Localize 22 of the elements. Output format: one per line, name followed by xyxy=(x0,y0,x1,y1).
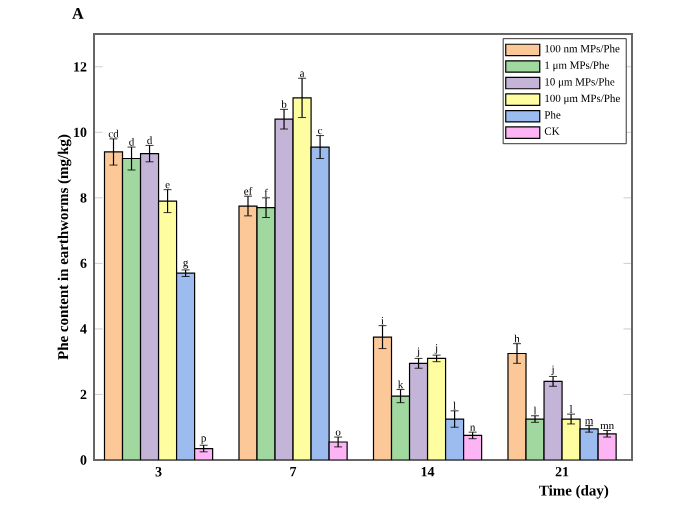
bar xyxy=(158,201,177,460)
bar xyxy=(104,151,123,460)
bar xyxy=(274,118,294,460)
bar xyxy=(426,357,447,460)
bar xyxy=(543,380,563,460)
bar xyxy=(310,146,330,460)
bar xyxy=(372,336,393,460)
bar xyxy=(463,435,482,460)
bar xyxy=(292,97,312,460)
bar xyxy=(390,395,411,460)
bar xyxy=(408,362,429,460)
bar xyxy=(238,205,258,460)
bar xyxy=(579,428,599,460)
bar xyxy=(176,273,195,460)
bar xyxy=(256,207,276,460)
bar xyxy=(561,418,581,460)
bar xyxy=(444,418,465,460)
bar xyxy=(507,352,527,460)
bar xyxy=(525,418,545,460)
bar xyxy=(140,153,159,460)
bar xyxy=(122,158,141,460)
bar xyxy=(597,433,617,460)
